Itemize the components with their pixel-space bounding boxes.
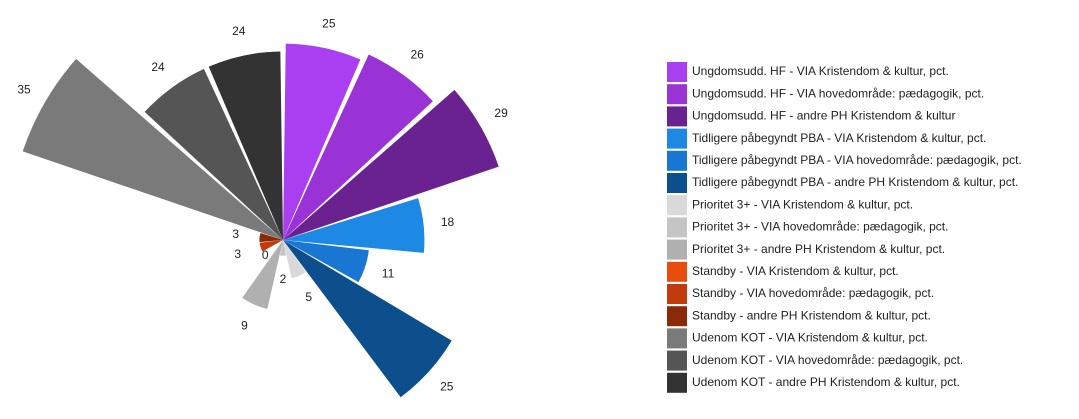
legend-swatch — [667, 350, 687, 371]
wedge — [259, 233, 283, 243]
data-label: 5 — [305, 290, 312, 304]
data-label: 29 — [494, 106, 508, 120]
legend-label: Standby - VIA Kristendom & kultur, pct. — [692, 264, 899, 278]
legend-swatch — [667, 62, 687, 82]
wedge — [283, 240, 306, 279]
legend-label: Standby - VIA hovedområde: pædagogik, pc… — [692, 286, 934, 300]
data-label: 2 — [280, 272, 287, 286]
wedge — [279, 240, 287, 256]
data-label: 35 — [17, 83, 31, 97]
wedge — [259, 240, 283, 252]
data-label: 3 — [232, 227, 239, 241]
wedge — [283, 240, 369, 283]
legend-swatch — [667, 106, 687, 127]
legend-label: Udenom KOT - VIA hovedområde: pædagogik,… — [692, 353, 963, 367]
legend-swatch — [667, 261, 687, 282]
wedge — [22, 58, 284, 240]
data-label: 26 — [411, 47, 425, 61]
wedge — [283, 54, 433, 240]
legend-swatch — [667, 328, 687, 349]
legend-label: Prioritet 3+ - VIA hovedområde: pædagogi… — [692, 220, 948, 234]
data-label: 18 — [441, 215, 455, 229]
wedge — [242, 240, 283, 309]
legend-swatch — [667, 239, 687, 260]
legend-label: Tidligere påbegyndt PBA - VIA hovedområd… — [692, 153, 1022, 167]
legend-swatch — [667, 372, 687, 393]
wedge — [283, 43, 361, 240]
data-label: 0 — [262, 248, 269, 262]
data-label: 3 — [234, 247, 241, 261]
legend-swatch — [667, 284, 687, 304]
legend-label: Prioritet 3+ - VIA Kristendom & kultur, … — [692, 197, 913, 211]
wedge — [283, 240, 452, 398]
data-label: 24 — [232, 24, 246, 38]
legend-swatch — [667, 217, 687, 238]
legend-swatch — [667, 173, 687, 193]
legend-label: Ungdomsudd. HF - VIA hovedområde: pædago… — [692, 86, 984, 100]
legend-label: Prioritet 3+ - andre PH Kristendom & kul… — [692, 242, 945, 256]
wedge — [208, 51, 283, 240]
legend-swatch — [667, 84, 687, 105]
data-label: 25 — [440, 380, 454, 394]
legend-label: Standby - andre PH Kristendom & kultur, … — [692, 308, 931, 322]
wedge — [144, 68, 283, 240]
wedge — [283, 198, 425, 253]
legend-swatch — [667, 306, 687, 327]
data-label: 11 — [382, 266, 395, 280]
legend-label: Ungdomsudd. HF - andre PH Kristendom & k… — [692, 109, 955, 123]
legend-label: Tidligere påbegyndt PBA - VIA Kristendom… — [692, 131, 986, 145]
legend-swatch — [667, 150, 687, 171]
legend-label: Ungdomsudd. HF - VIA Kristendom & kultur… — [692, 64, 949, 78]
data-label: 9 — [241, 319, 248, 333]
legend-swatch — [667, 195, 687, 216]
wedge — [283, 89, 499, 240]
data-label: 25 — [322, 17, 336, 31]
legend-label: Udenom KOT - andre PH Kristendom & kultu… — [692, 375, 960, 389]
legend-swatch — [667, 128, 687, 149]
legend-label: Udenom KOT - VIA Kristendom & kultur, pc… — [692, 331, 928, 345]
data-label: 24 — [151, 60, 165, 74]
legend-label: Tidligere påbegyndt PBA - andre PH Krist… — [692, 175, 1018, 189]
